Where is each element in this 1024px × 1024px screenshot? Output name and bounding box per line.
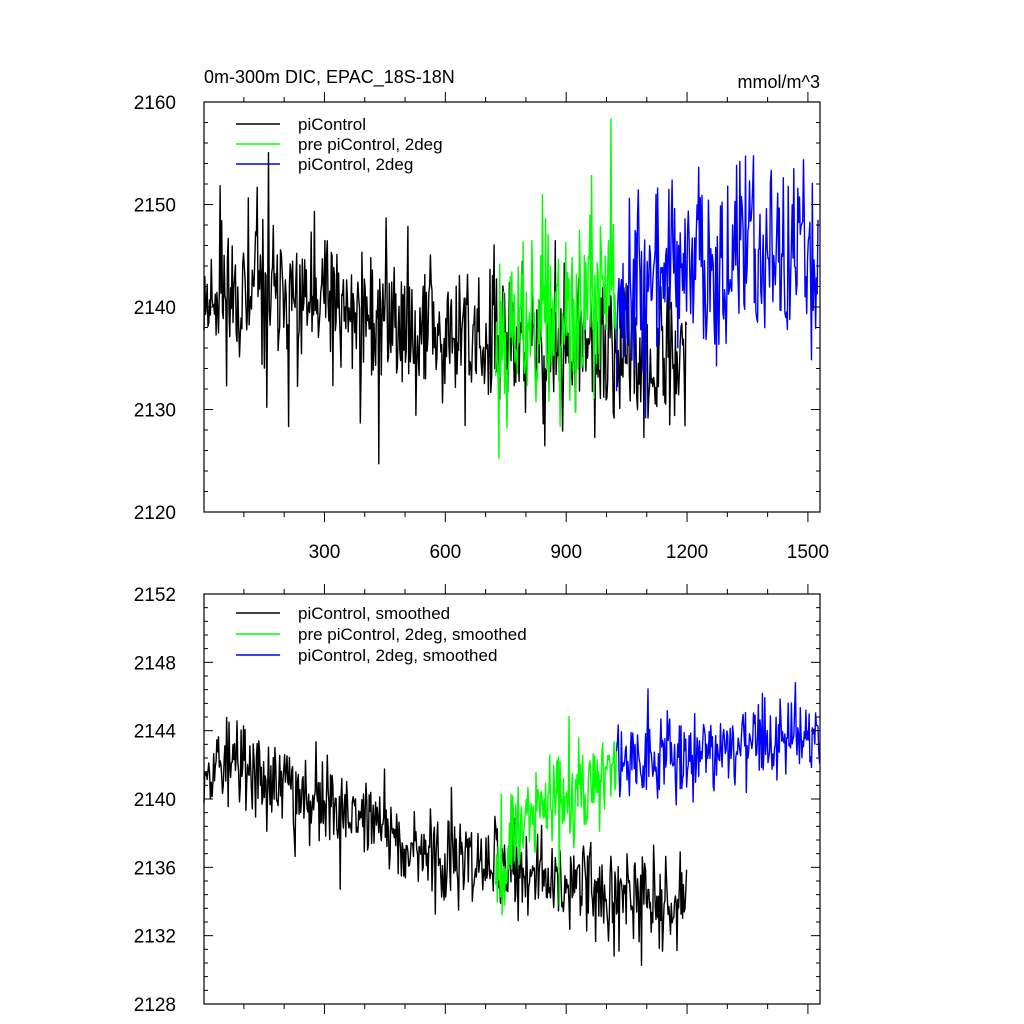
y-tick-label: 2120 — [134, 503, 176, 524]
y-tick-label: 2150 — [134, 196, 176, 217]
bottom-series-layer — [203, 682, 821, 966]
x-tick-label: 600 — [429, 542, 461, 563]
series-line-picontrol — [203, 151, 688, 465]
series-line-pre-picontrol-2deg — [495, 118, 618, 460]
x-tick-label: 300 — [309, 542, 341, 563]
bottom-chart-panel: 2128 2132 2136 2140 2144 2148 2152 piControl, … — [134, 584, 821, 1016]
series-line-picontrol-smoothed — [203, 716, 688, 966]
y-tick-label: 2136 — [134, 858, 176, 879]
y-tick-label: 2132 — [134, 927, 176, 948]
legend-label: pre piControl, 2deg, smoothed — [298, 625, 527, 644]
legend-label: pre piControl, 2deg — [298, 135, 443, 154]
y-tick-label: 2148 — [134, 653, 176, 674]
y-tick-label: 2128 — [134, 995, 176, 1016]
top-axes-layer: 2120 2130 2140 2150 2160 300 600 900 1200 1500 — [134, 92, 829, 563]
x-tick-label: 1500 — [787, 542, 829, 563]
y-tick-label: 2140 — [134, 298, 176, 319]
x-tick-label: 900 — [550, 542, 582, 563]
y-tick-label: 2144 — [134, 722, 177, 743]
top-chart-title: 0m-300m DIC, EPAC_18S-18N — [204, 67, 455, 88]
y-tick-label: 2160 — [134, 93, 176, 114]
y-tick-label: 2152 — [134, 585, 176, 606]
series-line-picontrol-2deg-smoothed — [615, 682, 821, 806]
legend-label: piControl — [298, 115, 366, 134]
top-chart-panel: 0m-300m DIC, EPAC_18S-18N mmol/m^3 21202… — [134, 67, 829, 563]
legend-label: piControl, smoothed — [298, 604, 450, 623]
bottom-axes-layer: 2128 2132 2136 2140 2144 2148 2152 — [134, 584, 821, 1016]
series-line-pre-picontrol-2deg-smoothed — [495, 715, 618, 916]
top-series-layer — [203, 118, 819, 465]
y-tick-label: 2130 — [134, 401, 176, 422]
legend-label: piControl, 2deg — [298, 155, 413, 174]
bottom-legend: piControl, smoothed pre piControl, 2deg, … — [236, 604, 527, 665]
top-chart-units: mmol/m^3 — [738, 72, 820, 92]
legend-label: piControl, 2deg, smoothed — [298, 646, 497, 665]
series-line-picontrol-2deg — [615, 155, 819, 419]
y-tick-label: 2140 — [134, 790, 176, 811]
x-tick-label: 1200 — [666, 542, 708, 563]
